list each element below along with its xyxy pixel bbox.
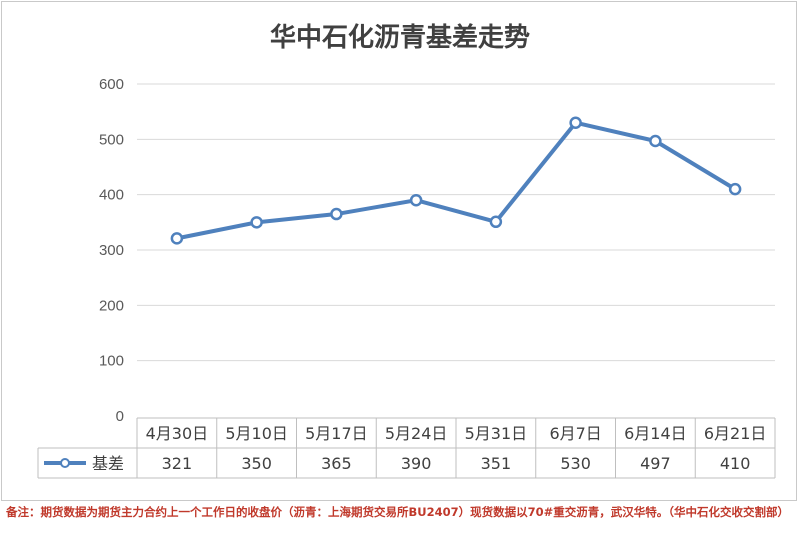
y-tick-label: 400	[99, 187, 124, 204]
data-label: 497	[640, 454, 671, 473]
line-chart: 华中石化沥青基差走势 0 100 200 300 400 500 600 4月30日 5月10…	[37, 22, 776, 479]
x-tick-label: 6月21日	[704, 424, 767, 443]
data-label: 410	[720, 454, 751, 473]
y-tick-label: 300	[99, 242, 124, 259]
x-tick-label: 5月24日	[385, 424, 448, 443]
data-point	[250, 216, 263, 229]
x-tick-label: 5月31日	[465, 424, 528, 443]
x-tick-label: 6月14日	[624, 424, 687, 443]
series-line	[174, 120, 738, 241]
data-label: 390	[401, 454, 432, 473]
data-label: 321	[162, 454, 193, 473]
data-label: 350	[241, 454, 272, 473]
data-point	[569, 116, 582, 129]
y-tick-label: 200	[99, 297, 124, 314]
data-point	[330, 207, 343, 221]
x-tick-label: 4月30日	[146, 424, 209, 443]
x-tick-label: 5月10日	[225, 424, 288, 443]
y-tick-label: 0	[116, 408, 124, 425]
data-label: 530	[560, 454, 591, 473]
y-tick-label: 100	[99, 353, 124, 370]
data-label: 365	[321, 454, 352, 473]
data-point	[489, 215, 503, 229]
y-tick-label: 600	[99, 76, 124, 93]
data-point	[649, 134, 662, 148]
legend-marker-key	[60, 458, 70, 468]
data-point	[170, 232, 184, 245]
x-tick-label: 6月7日	[549, 424, 601, 443]
chart-area: 华中石化沥青基差走势 0 100 200 300 400 500 600 4月30日 5月10…	[1, 1, 797, 501]
legend-series-name: 基差	[92, 454, 124, 473]
data-point	[728, 182, 742, 196]
footnote: 备注：期货数据为期货主力合约上一个工作日的收盘价（沥青：上海期货交易所BU240…	[6, 505, 789, 519]
data-point	[409, 193, 423, 207]
y-tick-label: 500	[99, 131, 124, 148]
x-tick-label: 5月17日	[305, 424, 368, 443]
data-label: 351	[481, 454, 512, 473]
chart-title: 华中石化沥青基差走势	[270, 22, 530, 53]
